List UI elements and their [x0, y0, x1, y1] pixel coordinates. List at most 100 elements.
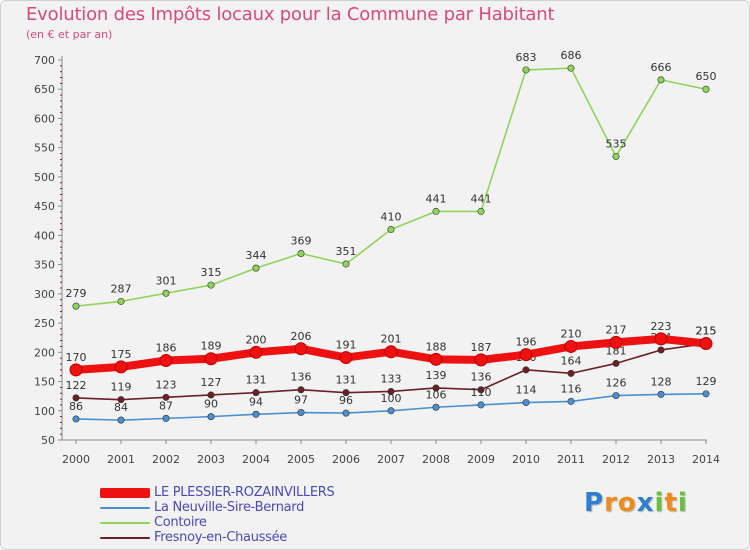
y-tick-label: 350: [34, 259, 55, 272]
data-point: [207, 413, 215, 421]
data-label: 279: [66, 287, 87, 300]
data-label: 131: [246, 374, 267, 387]
data-point: [384, 345, 398, 359]
data-point: [612, 152, 620, 160]
x-tick-label: 2000: [62, 453, 90, 466]
y-tick-label: 550: [34, 142, 55, 155]
data-point: [387, 407, 395, 415]
data-point: [252, 389, 260, 397]
data-label: 200: [246, 333, 267, 346]
data-label: 114: [516, 384, 537, 397]
data-point: [609, 335, 623, 349]
data-point: [612, 359, 620, 367]
data-point: [477, 401, 485, 409]
data-label: 369: [291, 235, 312, 248]
data-point: [297, 386, 305, 394]
x-tick-label: 2002: [152, 453, 180, 466]
data-label: 94: [249, 395, 263, 408]
data-label: 90: [204, 398, 218, 411]
data-label: 686: [561, 49, 582, 62]
data-point: [519, 348, 533, 362]
y-tick-label: 250: [34, 317, 55, 330]
y-tick-label: 500: [34, 171, 55, 184]
data-point: [297, 409, 305, 417]
data-label: 127: [201, 376, 222, 389]
legend-label: LE PLESSIER-ROZAINVILLERS: [154, 485, 335, 500]
legend-label: La Neuville-Sire-Bernard: [154, 500, 305, 515]
y-tick-label: 200: [34, 346, 55, 359]
data-label: 128: [651, 375, 672, 388]
legend-swatch: [100, 522, 150, 524]
data-point: [432, 384, 440, 392]
data-point: [207, 391, 215, 399]
chart-subtitle: (en € et par an): [26, 28, 113, 41]
data-point: [522, 66, 530, 74]
data-point: [564, 339, 578, 353]
data-point: [432, 207, 440, 215]
data-point: [699, 337, 713, 351]
x-tick-label: 2007: [377, 453, 405, 466]
data-point: [429, 352, 443, 366]
data-label: 201: [381, 333, 402, 346]
data-label: 97: [294, 394, 308, 407]
x-tick-label: 2012: [602, 453, 630, 466]
data-point: [567, 369, 575, 377]
data-point: [657, 346, 665, 354]
data-label: 215: [696, 325, 717, 338]
data-label: 139: [426, 369, 447, 382]
data-label: 410: [381, 211, 402, 224]
data-label: 186: [156, 341, 177, 354]
data-point: [567, 64, 575, 72]
y-tick-label: 150: [34, 376, 55, 389]
y-tick-label: 100: [34, 405, 55, 418]
data-label: 136: [291, 371, 312, 384]
data-label: 215: [696, 325, 717, 338]
x-tick-label: 2005: [287, 453, 315, 466]
data-label: 131: [336, 374, 357, 387]
x-tick-label: 2010: [512, 453, 540, 466]
chart-title: Evolution des Impôts locaux pour la Comm…: [26, 4, 555, 25]
logo-letter: i: [654, 488, 665, 518]
data-label: 86: [69, 400, 83, 413]
data-label: 119: [111, 381, 132, 394]
data-label: 441: [471, 192, 492, 205]
x-tick-label: 2008: [422, 453, 450, 466]
data-label: 210: [561, 327, 582, 340]
data-label: 164: [561, 354, 582, 367]
data-point: [339, 351, 353, 365]
data-label: 217: [606, 323, 627, 336]
data-point: [204, 352, 218, 366]
x-tick-label: 2004: [242, 453, 270, 466]
data-label: 650: [696, 70, 717, 83]
data-point: [474, 353, 488, 367]
logo-letter: r: [604, 488, 618, 518]
data-point: [522, 366, 530, 374]
data-point: [72, 302, 80, 310]
legend-swatch: [100, 507, 150, 509]
data-point: [117, 396, 125, 404]
data-label: 206: [291, 330, 312, 343]
data-point: [114, 360, 128, 374]
x-tick-label: 2014: [692, 453, 720, 466]
logo-letter: P: [584, 488, 605, 518]
data-label: 188: [426, 340, 447, 353]
data-label: 87: [159, 399, 173, 412]
y-tick-label: 400: [34, 229, 55, 242]
x-tick-label: 2013: [647, 453, 675, 466]
data-label: 122: [66, 379, 87, 392]
x-tick-label: 2009: [467, 453, 495, 466]
data-label: 351: [336, 245, 357, 258]
data-point: [162, 393, 170, 401]
legend-swatch: [100, 488, 150, 498]
data-label: 344: [246, 249, 267, 262]
y-tick-label: 600: [34, 112, 55, 125]
legend-swatch: [100, 537, 150, 539]
data-point: [294, 342, 308, 356]
data-label: 126: [606, 377, 627, 390]
legend-label: Contoire: [154, 515, 207, 530]
data-label: 315: [201, 266, 222, 279]
data-label: 287: [111, 282, 132, 295]
data-point: [387, 387, 395, 395]
data-point: [432, 403, 440, 411]
